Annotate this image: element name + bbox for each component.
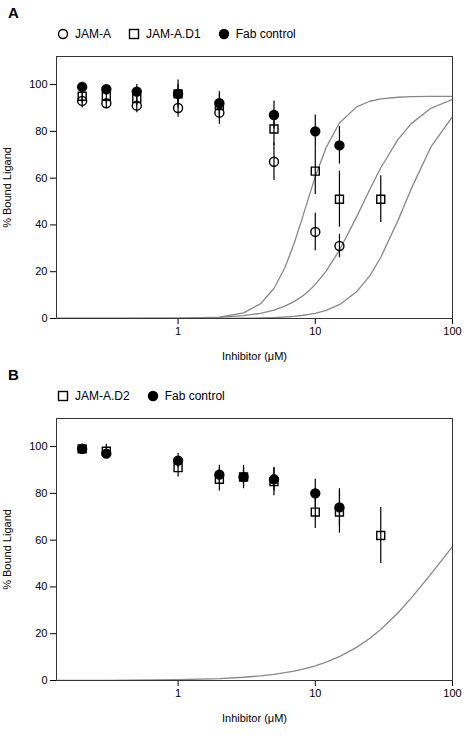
html-text:B: B xyxy=(8,366,19,383)
svg-text:% Bound Ligand: % Bound Ligand xyxy=(1,147,13,228)
svg-text:100: 100 xyxy=(443,687,461,699)
svg-text:% Bound Ligand: % Bound Ligand xyxy=(1,509,13,590)
svg-text:1: 1 xyxy=(175,687,181,699)
svg-text:80: 80 xyxy=(35,487,47,499)
svg-text:100: 100 xyxy=(29,78,47,90)
html-text:JAM-A.D2: JAM-A.D2 xyxy=(75,389,130,403)
svg-text:20: 20 xyxy=(35,627,47,639)
html-text:JAM-A.D1: JAM-A.D1 xyxy=(146,27,201,41)
svg-text:0: 0 xyxy=(41,674,47,686)
html-text:Fab control: Fab control xyxy=(235,27,296,41)
svg-text:100: 100 xyxy=(443,325,461,337)
svg-text:40: 40 xyxy=(35,580,47,592)
svg-text:100: 100 xyxy=(29,440,47,452)
svg-text:Inhibitor (μM): Inhibitor (μM) xyxy=(222,712,287,724)
svg-text:10: 10 xyxy=(309,687,321,699)
html-text:A: A xyxy=(8,4,19,21)
svg-text:40: 40 xyxy=(35,218,47,230)
html-text:Fab control: Fab control xyxy=(164,389,225,403)
svg-text:Inhibitor (μM): Inhibitor (μM) xyxy=(222,350,287,362)
svg-text:60: 60 xyxy=(35,534,47,546)
svg-text:20: 20 xyxy=(35,265,47,277)
svg-text:0: 0 xyxy=(41,312,47,324)
svg-text:1: 1 xyxy=(175,325,181,337)
svg-text:10: 10 xyxy=(309,325,321,337)
svg-text:80: 80 xyxy=(35,125,47,137)
svg-text:60: 60 xyxy=(35,172,47,184)
html-text:JAM-A: JAM-A xyxy=(75,27,111,41)
